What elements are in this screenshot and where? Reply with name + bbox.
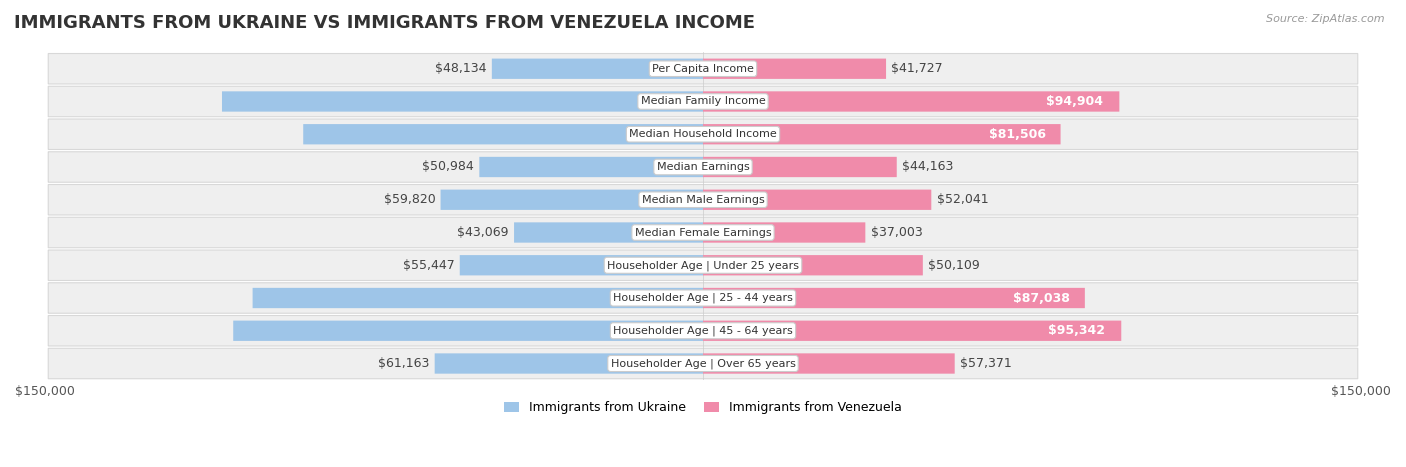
Text: $52,041: $52,041: [936, 193, 988, 206]
Text: $81,506: $81,506: [990, 128, 1046, 141]
Text: $61,163: $61,163: [378, 357, 429, 370]
Text: Householder Age | Under 25 years: Householder Age | Under 25 years: [607, 260, 799, 270]
Text: $102,664: $102,664: [685, 291, 751, 304]
FancyBboxPatch shape: [434, 354, 703, 374]
FancyBboxPatch shape: [703, 190, 931, 210]
Text: $107,079: $107,079: [685, 324, 749, 337]
Text: $94,904: $94,904: [1046, 95, 1102, 108]
FancyBboxPatch shape: [48, 86, 1358, 117]
FancyBboxPatch shape: [48, 316, 1358, 346]
FancyBboxPatch shape: [304, 124, 703, 144]
FancyBboxPatch shape: [48, 283, 1358, 313]
Text: $59,820: $59,820: [384, 193, 436, 206]
FancyBboxPatch shape: [703, 157, 897, 177]
Text: Source: ZipAtlas.com: Source: ZipAtlas.com: [1267, 14, 1385, 24]
FancyBboxPatch shape: [48, 152, 1358, 182]
Text: $91,124: $91,124: [688, 128, 744, 141]
FancyBboxPatch shape: [48, 348, 1358, 379]
FancyBboxPatch shape: [703, 58, 886, 79]
FancyBboxPatch shape: [703, 124, 1060, 144]
FancyBboxPatch shape: [233, 321, 703, 341]
FancyBboxPatch shape: [703, 288, 1085, 308]
Text: Householder Age | 45 - 64 years: Householder Age | 45 - 64 years: [613, 325, 793, 336]
Text: Median Female Earnings: Median Female Earnings: [634, 227, 772, 238]
Text: $43,069: $43,069: [457, 226, 509, 239]
Text: Householder Age | 25 - 44 years: Householder Age | 25 - 44 years: [613, 293, 793, 303]
Text: Median Household Income: Median Household Income: [628, 129, 778, 139]
Text: Per Capita Income: Per Capita Income: [652, 64, 754, 74]
Text: Median Family Income: Median Family Income: [641, 97, 765, 106]
FancyBboxPatch shape: [460, 255, 703, 276]
Text: IMMIGRANTS FROM UKRAINE VS IMMIGRANTS FROM VENEZUELA INCOME: IMMIGRANTS FROM UKRAINE VS IMMIGRANTS FR…: [14, 14, 755, 32]
FancyBboxPatch shape: [253, 288, 703, 308]
FancyBboxPatch shape: [703, 354, 955, 374]
FancyBboxPatch shape: [703, 222, 865, 243]
Legend: Immigrants from Ukraine, Immigrants from Venezuela: Immigrants from Ukraine, Immigrants from…: [499, 396, 907, 419]
FancyBboxPatch shape: [492, 58, 703, 79]
Text: $109,645: $109,645: [683, 95, 749, 108]
FancyBboxPatch shape: [440, 190, 703, 210]
FancyBboxPatch shape: [222, 92, 703, 112]
Text: $50,984: $50,984: [422, 161, 474, 174]
Text: $50,109: $50,109: [928, 259, 980, 272]
FancyBboxPatch shape: [48, 184, 1358, 215]
FancyBboxPatch shape: [703, 321, 1121, 341]
Text: Median Earnings: Median Earnings: [657, 162, 749, 172]
FancyBboxPatch shape: [703, 92, 1119, 112]
Text: $48,134: $48,134: [434, 62, 486, 75]
FancyBboxPatch shape: [703, 255, 922, 276]
Text: $41,727: $41,727: [891, 62, 943, 75]
Text: Householder Age | Over 65 years: Householder Age | Over 65 years: [610, 358, 796, 369]
FancyBboxPatch shape: [48, 54, 1358, 84]
Text: $44,163: $44,163: [903, 161, 953, 174]
FancyBboxPatch shape: [48, 217, 1358, 248]
Text: $87,038: $87,038: [1012, 291, 1070, 304]
Text: $55,447: $55,447: [402, 259, 454, 272]
FancyBboxPatch shape: [48, 119, 1358, 149]
Text: $57,371: $57,371: [960, 357, 1012, 370]
FancyBboxPatch shape: [48, 250, 1358, 281]
Text: $95,342: $95,342: [1047, 324, 1105, 337]
Text: Median Male Earnings: Median Male Earnings: [641, 195, 765, 205]
Text: $37,003: $37,003: [870, 226, 922, 239]
FancyBboxPatch shape: [479, 157, 703, 177]
FancyBboxPatch shape: [515, 222, 703, 243]
